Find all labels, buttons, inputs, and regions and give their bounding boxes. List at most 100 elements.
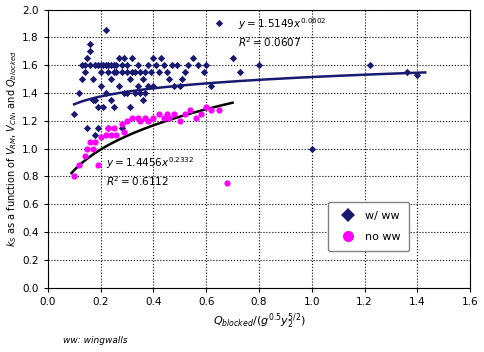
Point [200,69,208,75]
Point [70,174,78,179]
Point [195,62,202,68]
Point [99,104,107,110]
Point [144,83,152,89]
Point [78,76,86,82]
Point [131,69,139,75]
Point [107,132,115,138]
Point [105,125,112,131]
Point [366,62,374,68]
Point [413,72,421,78]
Point [308,146,316,151]
Point [76,163,83,168]
Text: ww: wingwalls: ww: wingwalls [63,336,128,345]
Point [102,62,110,68]
Point [105,69,112,75]
Point [197,111,205,117]
Point [102,90,110,96]
Point [163,111,170,117]
Point [176,83,183,89]
Point [134,115,141,121]
Point [105,62,112,68]
Point [118,62,125,68]
Point [110,125,118,131]
Point [86,42,94,47]
X-axis label: $Q_{blocked}/(g^{0.5}y_2^{5/2})$: $Q_{blocked}/(g^{0.5}y_2^{5/2})$ [212,312,305,332]
Point [134,62,141,68]
Point [107,76,115,82]
Text: $y = 1.5149x^{0.0602}$: $y = 1.5149x^{0.0602}$ [238,16,327,32]
Point [118,69,125,75]
Point [89,97,96,103]
Point [94,104,102,110]
Point [110,69,118,75]
Point [171,111,179,117]
Point [99,62,107,68]
Point [144,118,152,124]
Point [110,104,118,110]
Point [81,62,89,68]
Point [118,121,125,126]
Point [126,104,134,110]
Point [173,62,181,68]
Point [179,76,186,82]
Point [97,62,105,68]
Point [163,69,170,75]
Point [91,62,99,68]
Point [150,115,157,121]
Point [255,62,263,68]
Point [105,125,112,131]
Point [84,125,91,131]
Point [181,111,189,117]
Point [160,115,168,121]
Point [155,111,163,117]
Point [76,90,83,96]
Point [121,129,128,135]
Point [115,55,123,61]
Point [155,69,163,75]
Point [81,153,89,158]
Point [131,90,139,96]
Point [102,27,110,33]
Point [97,135,105,140]
Legend: w/ ww, no ww: w/ ww, no ww [328,202,409,251]
Point [224,181,231,186]
Point [208,107,215,113]
Text: $R^2 = 0.6112$: $R^2 = 0.6112$ [106,174,169,188]
Point [115,83,123,89]
Point [152,62,160,68]
Y-axis label: $k_S$ as a function of $V_{RM}$, $V_{CN}$, and $Q_{blocked}$: $k_S$ as a function of $V_{RM}$, $V_{CN}… [5,50,19,247]
Point [142,69,150,75]
Point [139,76,147,82]
Point [86,62,94,68]
Point [123,90,131,96]
Point [70,111,78,117]
Point [89,76,96,82]
Point [171,83,179,89]
Point [189,55,197,61]
Point [128,55,136,61]
Point [136,90,144,96]
Point [84,146,91,151]
Point [113,62,121,68]
Point [107,97,115,103]
Point [181,69,189,75]
Point [166,76,173,82]
Point [168,62,176,68]
Point [128,69,136,75]
Point [215,107,223,113]
Point [139,97,147,103]
Point [107,62,115,68]
Point [150,83,157,89]
Point [147,69,154,75]
Point [136,118,144,124]
Point [134,83,141,89]
Point [166,115,173,121]
Point [208,83,215,89]
Point [123,62,131,68]
Point [142,90,150,96]
Point [86,139,94,144]
Point [113,69,121,75]
Point [94,62,102,68]
Point [150,55,157,61]
Point [118,125,125,131]
